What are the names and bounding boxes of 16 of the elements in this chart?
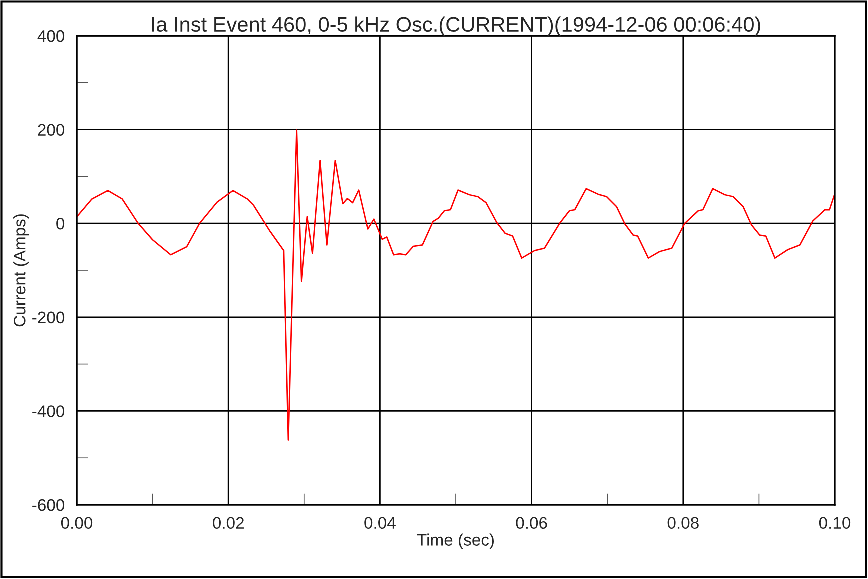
line-series — [77, 130, 835, 441]
x-tick-label: 0.00 — [61, 517, 93, 530]
x-tick-label: 0.06 — [516, 517, 548, 530]
x-tick-label: 0.10 — [819, 517, 851, 530]
chart-title: Ia Inst Event 460, 0-5 kHz Osc.(CURRENT)(1994-12-06 00:06:40) — [152, 16, 760, 36]
x-tick-label: 0.04 — [364, 517, 396, 530]
x-axis-title: Time (sec) — [417, 534, 494, 550]
y-tick-label: -600 — [32, 499, 65, 512]
y-tick-label: 200 — [38, 124, 65, 136]
x-tick-label: 0.08 — [668, 517, 699, 530]
y-tick-label: 400 — [38, 30, 65, 42]
y-tick-label: -200 — [32, 312, 65, 324]
y-axis-title: Current (Amps) — [14, 214, 30, 327]
y-tick-label: -400 — [32, 406, 65, 418]
y-tick-label: 0 — [56, 218, 65, 230]
x-tick-label: 0.02 — [213, 517, 244, 530]
